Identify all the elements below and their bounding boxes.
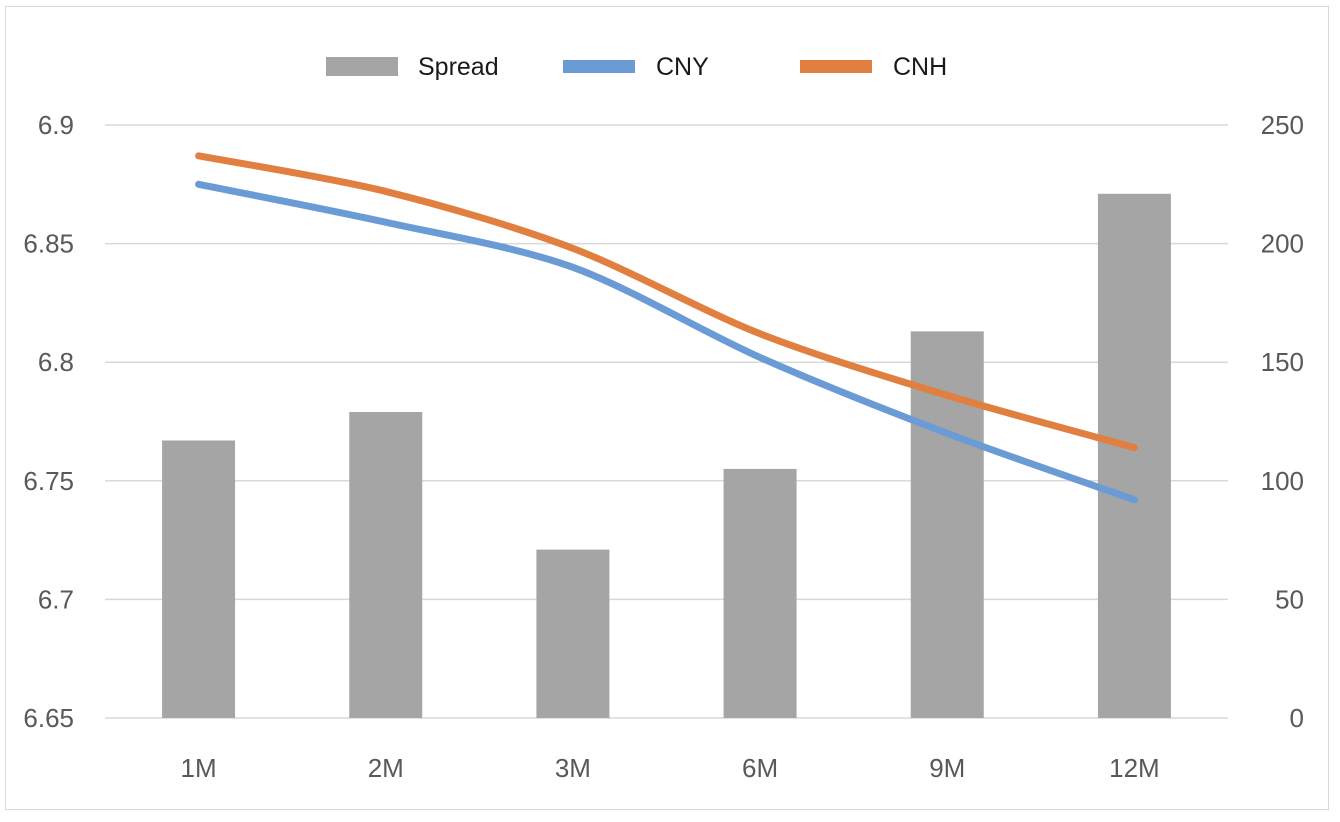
right-tick-label: 50 xyxy=(1275,584,1304,614)
right-tick-label: 0 xyxy=(1290,703,1304,733)
left-tick-label: 6.85 xyxy=(23,229,74,259)
legend-label-spread: Spread xyxy=(418,53,499,81)
left-tick-label: 6.65 xyxy=(23,703,74,733)
spread-bar-12M xyxy=(1097,193,1171,719)
legend: Spread CNY CNH xyxy=(326,53,947,81)
cnh-line xyxy=(195,152,1138,452)
left-tick-label: 6.8 xyxy=(38,347,74,377)
spread-bar-2M xyxy=(349,412,423,718)
right-tick-label: 100 xyxy=(1261,466,1304,496)
right-tick-label: 200 xyxy=(1261,229,1304,259)
spread-bar-6M xyxy=(723,468,797,718)
right-tick-label: 150 xyxy=(1261,347,1304,377)
left-tick-label: 6.75 xyxy=(23,466,74,496)
x-axis-ticks: 1M 2M 3M 6M 9M 12M xyxy=(181,753,1160,783)
x-tick-label: 12M xyxy=(1109,753,1160,783)
left-tick-label: 6.9 xyxy=(38,110,74,140)
x-tick-label: 6M xyxy=(742,753,778,783)
legend-swatch-cny xyxy=(563,60,635,73)
gridlines xyxy=(105,124,1228,719)
x-tick-label: 2M xyxy=(368,753,404,783)
right-axis-ticks: 0 50 100 150 200 250 xyxy=(1261,110,1304,733)
right-tick-label: 250 xyxy=(1261,110,1304,140)
legend-swatch-spread xyxy=(326,57,398,76)
left-axis-ticks: 6.65 6.7 6.75 6.8 6.85 6.9 xyxy=(23,110,74,733)
x-tick-label: 9M xyxy=(929,753,965,783)
x-tick-label: 1M xyxy=(181,753,217,783)
legend-label-cny: CNY xyxy=(656,53,709,81)
spread-bar-3M xyxy=(536,549,610,718)
spread-bar-1M xyxy=(162,440,236,718)
cny-line xyxy=(195,180,1138,504)
legend-label-cnh: CNH xyxy=(893,53,947,81)
x-tick-label: 3M xyxy=(555,753,591,783)
rate-lines xyxy=(195,152,1138,504)
spread-bars xyxy=(162,193,1171,719)
legend-swatch-cnh xyxy=(800,60,872,73)
left-tick-label: 6.7 xyxy=(38,584,74,614)
